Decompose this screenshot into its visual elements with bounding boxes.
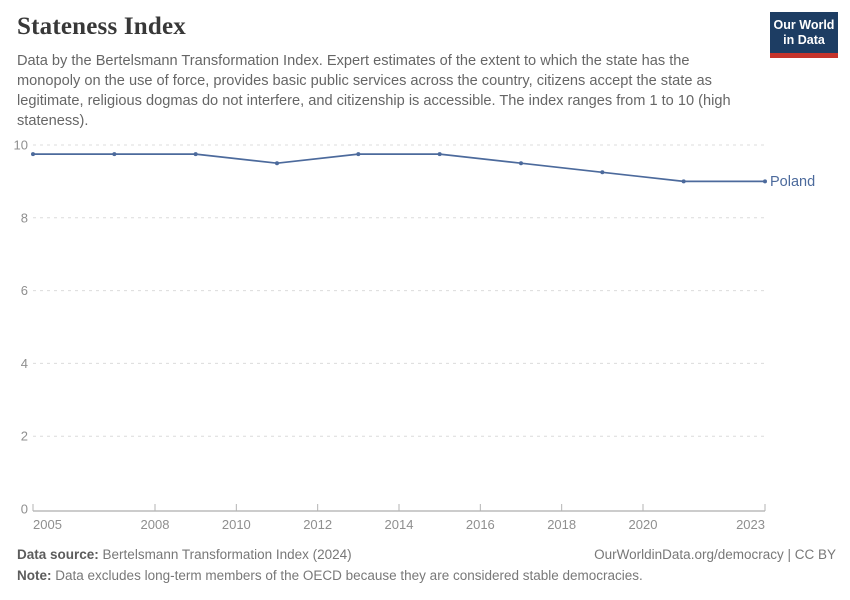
data-source-text: Bertelsmann Transformation Index (2024): [102, 547, 352, 562]
x-axis-label-2016: 2016: [466, 517, 495, 532]
x-axis-label-2005: 2005: [33, 517, 62, 532]
subtitle-line: monopoly on the use of force, provides b…: [17, 73, 712, 89]
x-axis-label-2020: 2020: [629, 517, 658, 532]
chart-subtitle: Data by the Bertelsmann Transformation I…: [17, 51, 762, 131]
x-axis-label-2012: 2012: [303, 517, 332, 532]
note-text: Data excludes long-term members of the O…: [55, 568, 643, 583]
x-axis-label-2014: 2014: [385, 517, 414, 532]
y-axis-label-4: 4: [21, 356, 28, 371]
y-axis-label-6: 6: [21, 283, 28, 298]
x-axis-label-2008: 2008: [141, 517, 170, 532]
data-point-poland-2019: [600, 170, 605, 175]
owid-logo-line1: Our World: [773, 18, 835, 32]
series-label-poland[interactable]: Poland: [770, 174, 815, 190]
data-point-poland-2009: [193, 152, 198, 157]
data-point-poland-2007: [112, 152, 117, 157]
data-point-poland-2013: [356, 152, 361, 157]
data-point-poland-2011: [275, 161, 279, 166]
data-point-poland-2015: [437, 152, 442, 157]
data-point-poland-2017: [519, 161, 523, 166]
owid-logo[interactable]: Our World in Data: [770, 12, 838, 58]
data-point-poland-2021: [681, 179, 686, 184]
y-axis-label-10: 10: [14, 138, 28, 153]
subtitle-line: Data by the Bertelsmann Transformation I…: [17, 53, 690, 69]
y-axis-label-8: 8: [21, 210, 28, 225]
y-axis-label-0: 0: [21, 502, 28, 517]
series-line-poland: [33, 153, 765, 183]
data-source-line: Data source: Bertelsmann Transformation …: [17, 547, 352, 562]
x-axis-label-2010: 2010: [222, 517, 251, 532]
data-point-poland-2023: [763, 179, 767, 184]
x-axis-label-2018: 2018: [547, 517, 576, 532]
x-axis-label-2023: 2023: [736, 517, 765, 532]
data-source-label: Data source:: [17, 547, 99, 562]
y-axis-label-2: 2: [21, 429, 28, 444]
owid-license-link[interactable]: OurWorldinData.org/democracy | CC BY: [594, 547, 836, 562]
subtitle-line: stateness).: [17, 113, 89, 129]
chart-footer: Data source: Bertelsmann Transformation …: [17, 547, 836, 583]
note-label: Note:: [17, 568, 52, 583]
chart-header: Stateness Index Data by the Bertelsmann …: [17, 13, 762, 131]
owid-logo-line2: in Data: [783, 33, 825, 47]
data-point-poland-2005: [31, 152, 35, 157]
footer-note-row: Note: Data excludes long-term members of…: [17, 568, 836, 583]
subtitle-line: legitimate, religious dogmas do not inte…: [17, 93, 731, 109]
page-title: Stateness Index: [17, 13, 186, 40]
footer-source-row: Data source: Bertelsmann Transformation …: [17, 547, 836, 562]
